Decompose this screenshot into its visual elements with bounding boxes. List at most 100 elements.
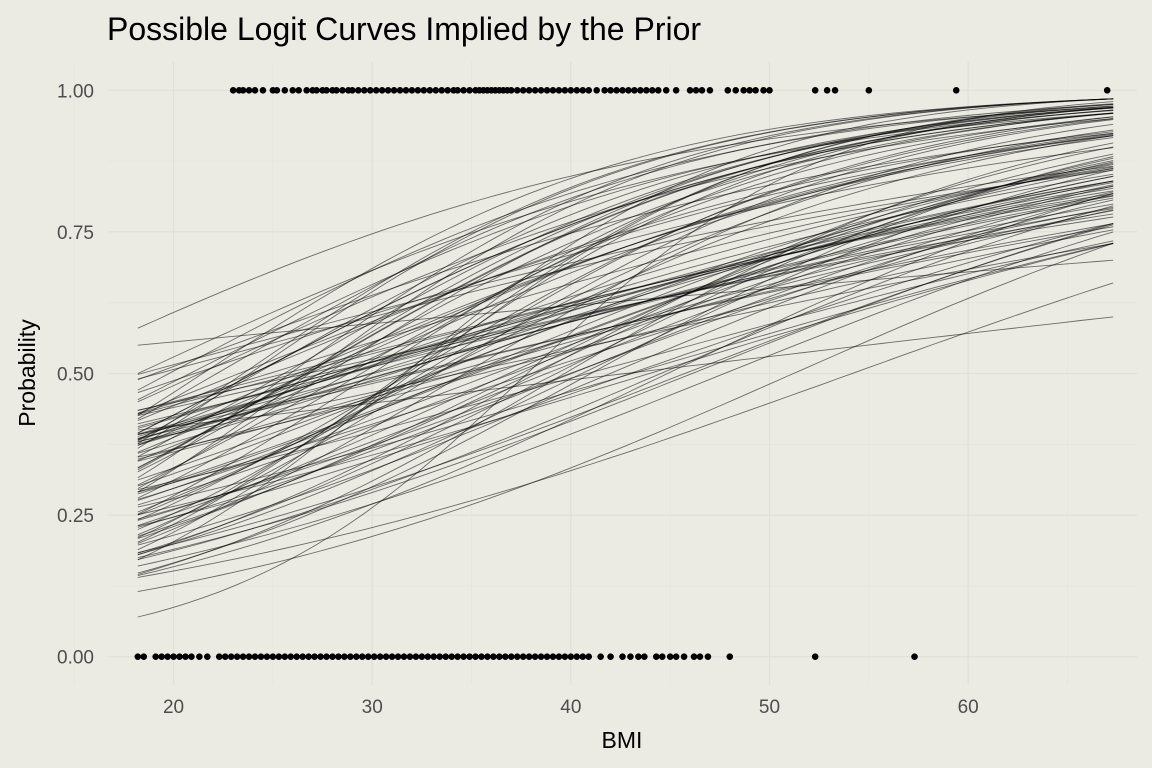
observed-point-y0 bbox=[394, 653, 402, 660]
observed-point-y1 bbox=[519, 87, 527, 94]
observed-point-y1 bbox=[408, 87, 416, 94]
observed-point-y0 bbox=[448, 653, 455, 660]
observed-point-y1 bbox=[1103, 87, 1111, 94]
logit-curve bbox=[137, 103, 1114, 551]
observed-point-y1 bbox=[643, 87, 650, 94]
observed-point-y0 bbox=[436, 653, 444, 660]
observed-point-y0 bbox=[585, 653, 593, 660]
observed-point-y1 bbox=[686, 87, 694, 94]
observed-point-y1 bbox=[692, 87, 700, 94]
observed-point-y0 bbox=[188, 653, 195, 660]
x-tick-label: 40 bbox=[560, 697, 581, 718]
observed-point-y1 bbox=[567, 87, 575, 94]
observed-point-y1 bbox=[865, 87, 873, 94]
observed-point-y0 bbox=[490, 653, 497, 660]
observed-point-y0 bbox=[182, 653, 189, 660]
observed-point-y1 bbox=[438, 87, 446, 94]
observed-point-y1 bbox=[444, 87, 451, 94]
observed-point-y0 bbox=[412, 653, 420, 660]
observed-point-y0 bbox=[652, 653, 660, 660]
logit-curve bbox=[137, 107, 1114, 515]
observed-point-y1 bbox=[607, 87, 614, 94]
observed-point-y0 bbox=[501, 653, 509, 660]
observed-point-y1 bbox=[360, 87, 368, 94]
observed-point-y1 bbox=[740, 87, 747, 94]
observed-points bbox=[134, 87, 1111, 660]
observed-point-y1 bbox=[811, 87, 819, 94]
y-axis-title: Probability bbox=[14, 319, 40, 427]
observed-point-y1 bbox=[698, 87, 706, 94]
observed-point-y1 bbox=[537, 87, 545, 94]
observed-point-y0 bbox=[158, 653, 165, 660]
logit-curve bbox=[137, 216, 1114, 411]
observed-point-y1 bbox=[349, 87, 356, 94]
logit-curve bbox=[137, 169, 1114, 556]
observed-point-y1 bbox=[823, 87, 831, 94]
observed-point-y0 bbox=[140, 653, 148, 660]
logit-curve bbox=[137, 135, 1114, 513]
logit-curve bbox=[137, 110, 1114, 401]
observed-point-y0 bbox=[531, 653, 539, 660]
logit-curve bbox=[137, 185, 1114, 521]
observed-point-y1 bbox=[619, 87, 626, 94]
observed-point-y0 bbox=[507, 653, 515, 660]
logit-curve bbox=[137, 132, 1114, 381]
observed-point-y1 bbox=[573, 87, 581, 94]
observed-point-y0 bbox=[353, 653, 360, 660]
logit-curve bbox=[137, 243, 1114, 516]
observed-point-y0 bbox=[299, 653, 306, 660]
observed-point-y1 bbox=[333, 87, 340, 94]
logit-curve bbox=[137, 134, 1114, 462]
observed-point-y0 bbox=[164, 653, 171, 660]
observed-point-y0 bbox=[696, 653, 704, 660]
observed-point-y1 bbox=[426, 87, 434, 94]
observed-point-y0 bbox=[561, 653, 569, 660]
observed-point-y0 bbox=[567, 653, 575, 660]
logit-curve bbox=[137, 118, 1114, 521]
observed-point-y1 bbox=[752, 87, 759, 94]
observed-point-y0 bbox=[627, 653, 634, 660]
observed-point-y1 bbox=[366, 87, 374, 94]
observed-point-y0 bbox=[573, 653, 581, 660]
logit-curve bbox=[137, 210, 1114, 462]
observed-point-y1 bbox=[507, 87, 515, 94]
observed-point-y0 bbox=[635, 653, 642, 660]
logit-curve bbox=[137, 197, 1114, 443]
observed-point-y1 bbox=[746, 87, 753, 94]
observed-point-y1 bbox=[396, 87, 404, 94]
observed-point-y1 bbox=[466, 87, 473, 94]
observed-point-y0 bbox=[525, 653, 533, 660]
logit-curve bbox=[137, 107, 1114, 458]
observed-point-y0 bbox=[537, 653, 545, 660]
observed-point-y1 bbox=[281, 87, 289, 94]
observed-point-y1 bbox=[414, 87, 422, 94]
observed-point-y0 bbox=[269, 653, 277, 660]
observed-point-y1 bbox=[760, 87, 767, 94]
observed-point-y0 bbox=[287, 653, 295, 660]
x-axis-title: BMI bbox=[602, 727, 643, 753]
logit-curve bbox=[137, 316, 1114, 431]
observed-point-y0 bbox=[215, 653, 223, 660]
observed-point-y0 bbox=[347, 653, 354, 660]
observed-point-y1 bbox=[354, 87, 362, 94]
logit-curve bbox=[137, 106, 1114, 329]
logit-curve bbox=[137, 162, 1114, 487]
logit-curve bbox=[137, 147, 1114, 394]
observed-point-y0 bbox=[251, 653, 259, 660]
observed-point-y0 bbox=[442, 653, 450, 660]
observed-point-y1 bbox=[339, 87, 346, 94]
observed-point-y1 bbox=[289, 87, 297, 94]
observed-point-y0 bbox=[454, 653, 461, 660]
logit-curve bbox=[137, 205, 1114, 561]
observed-point-y1 bbox=[952, 87, 960, 94]
logit-curve bbox=[137, 242, 1114, 508]
observed-point-y1 bbox=[585, 87, 593, 94]
x-axis-ticks: 20 30 40 50 60 bbox=[163, 697, 979, 718]
observed-point-y1 bbox=[654, 87, 662, 94]
observed-point-y1 bbox=[732, 87, 740, 94]
logit-curve bbox=[137, 175, 1114, 495]
observed-point-y1 bbox=[766, 87, 773, 94]
observed-point-y1 bbox=[323, 87, 330, 94]
observed-point-y0 bbox=[704, 653, 712, 660]
observed-point-y0 bbox=[376, 653, 384, 660]
